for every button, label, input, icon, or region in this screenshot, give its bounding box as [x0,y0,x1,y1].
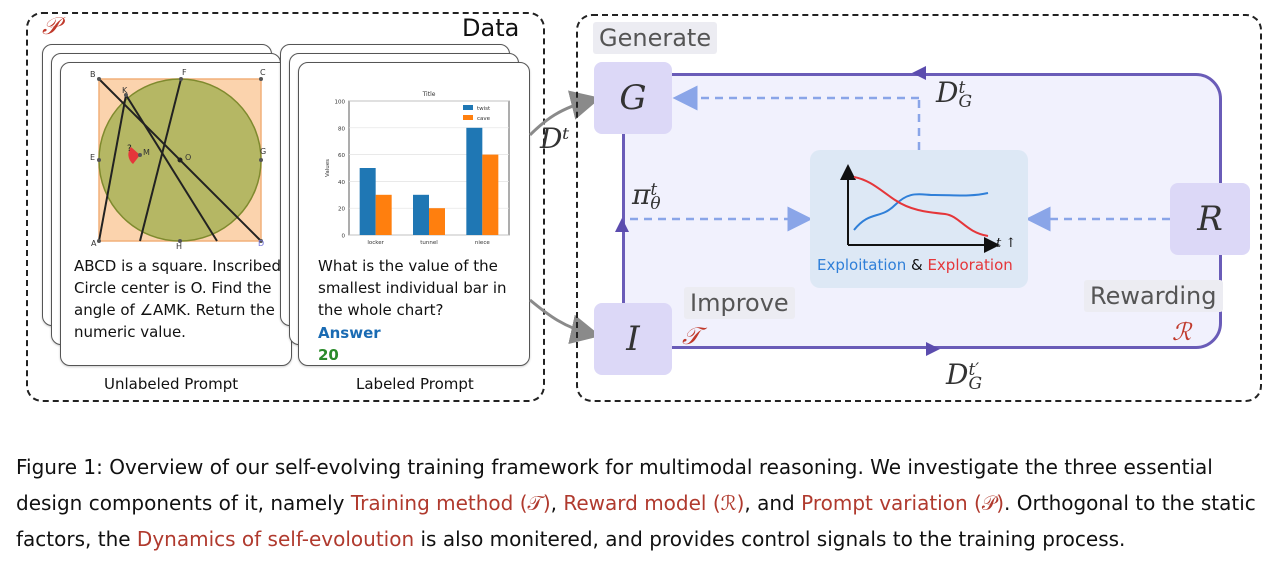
data-title: Data [462,14,520,42]
filtered-data-d: D [946,358,969,391]
data-flow-symbol: Dᵗ [540,122,570,155]
point-d: D [258,239,264,248]
exploration-text: Exploration [927,256,1013,274]
dynamics-legend: Exploitation & Exploration [817,256,1013,274]
caption-mid: . Orthogonal to the static factors, the [16,491,1256,551]
answer-label: Answer [318,324,381,342]
point-c: C [260,68,266,77]
reward-symbol: R [1197,199,1223,239]
legend-swatch-twist [463,105,473,110]
x-tick-label: locker [367,240,384,246]
point-k: K [122,86,128,95]
y-tick-label: 0 [342,234,346,240]
generated-data-sup: t [958,77,966,98]
reward-node: R [1170,183,1250,255]
data-flow-label: Dᵗ [540,122,569,155]
point-g: G [260,147,266,156]
generate-label: Generate [593,22,718,54]
exploration-curve [853,176,989,237]
dynamics-plot [840,164,1000,253]
unlabeled-question: ABCD is a square. Inscribed Circle cente… [74,257,282,341]
generated-data-d: D [936,76,959,109]
labeled-question: What is the value of the smallest indivi… [318,257,507,319]
filtered-data-sup: t′ [968,359,980,380]
x-tick-label: tunnel [420,240,438,246]
bar-cave-niece [482,154,499,235]
caption-training: Training method (𝒯) [350,491,551,515]
bar-twist-tunnel [413,194,429,235]
data-panel [26,12,545,402]
training-symbol: 𝒯 [682,322,701,350]
y-tick-label: 100 [335,100,346,106]
figure-caption: Figure 1: Overview of our self-evolving … [16,449,1274,557]
caption-prompt: Prompt variation (𝒫) [801,491,1005,515]
exploitation-text: Exploitation [817,256,907,274]
y-axis-label: Values [325,159,331,177]
rewarding-label: Rewarding [1084,280,1223,312]
improver-symbol: I [626,319,640,359]
generator-node: G [594,62,672,134]
y-tick-label: 20 [338,207,345,213]
legend-swatch-cave [463,115,473,120]
unlabeled-prompt-label: Unlabeled Prompt [104,375,239,393]
legend-label-twist: twist [477,106,491,112]
labeled-card: 0 20 40 60 80 100 Title Values locker tunnel niece… [298,62,530,366]
bar-chart: 0 20 40 60 80 100 Title Values locker tunnel niece… [325,91,510,246]
point-h: H [176,242,182,251]
policy-pi: π [632,178,651,211]
generated-data-sub: G [958,91,973,112]
generator-symbol: G [619,78,647,118]
improver-node: I [594,303,672,375]
exploitation-curve [853,192,989,231]
prompt-symbol: 𝒫 [42,12,60,40]
y-tick-label: 80 [338,126,345,132]
bar-twist-niece [466,127,483,235]
answer-value: 20 [318,346,339,364]
policy-sub: θ [650,193,661,214]
bar-cave-tunnel [429,208,445,235]
angle-question-mark: ? [127,144,132,154]
filtered-data-sub: G [968,373,983,394]
time-axis-label: t ↑ [996,236,1017,251]
point-o: O [185,153,191,162]
caption-suffix: is also monitered, and provides control … [414,527,1126,551]
bar-twist-locker [359,168,376,235]
point-a: A [91,239,97,248]
y-tick-label: 40 [338,180,345,186]
reward-model-symbol: ℛ [1172,318,1192,346]
framework-panel [576,14,1262,402]
caption-sep2: , and [744,491,802,515]
legend-label-cave: cave [477,116,491,122]
bar-cave-locker [375,194,392,235]
caption-dynamics: Dynamics of self-evoloution [136,527,415,551]
improve-label: Improve [684,287,795,319]
x-tick-label: niece [475,240,490,246]
y-tick-label: 60 [338,153,345,159]
legend-amp: & [906,256,928,274]
labeled-prompt-label: Labeled Prompt [356,375,474,393]
dynamics-monitor: t ↑ Exploitation & Exploration [810,150,1028,288]
geometry-figure: B K F C E M O G A H D ? [90,68,266,251]
point-f: F [182,68,187,77]
point-m: M [143,148,150,157]
caption-prefix: Figure 1: Overview of our self-evolving … [16,455,1213,515]
policy-sup: t [650,179,658,200]
point-e: E [90,153,95,162]
point-b: B [90,70,96,79]
chart-title: Title [422,91,436,98]
caption-sep1: , [550,491,564,515]
caption-reward: Reward model (ℛ) [563,491,745,515]
unlabeled-card: B K F C E M O G A H D ? ABCD is a square… [60,62,292,366]
